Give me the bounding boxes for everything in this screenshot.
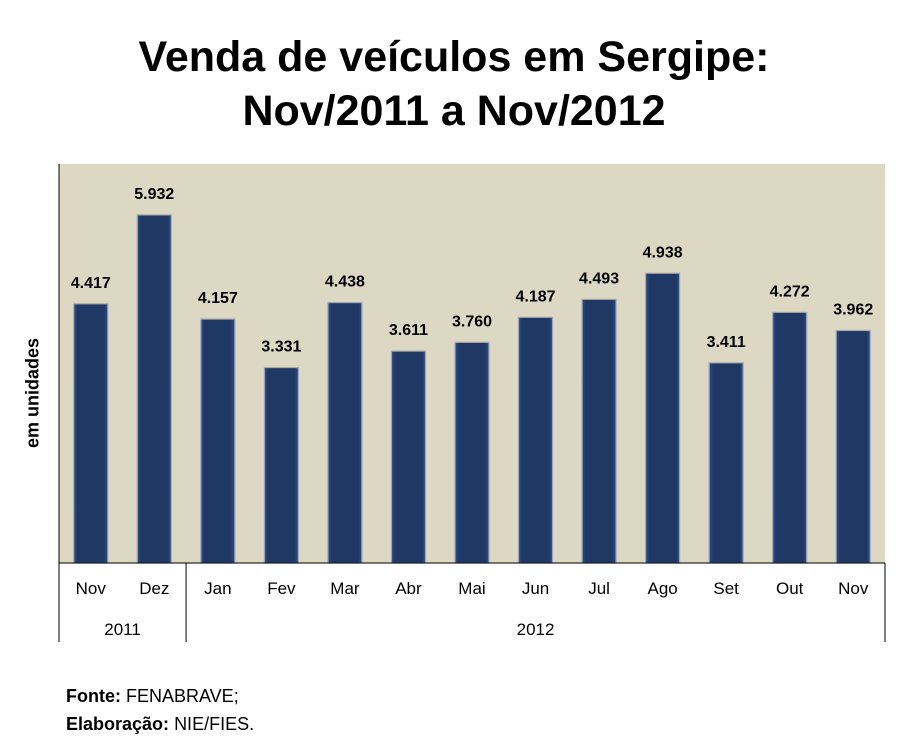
category-label-3: Jan — [204, 579, 231, 598]
group-label-2011: 2011 — [104, 620, 141, 639]
category-label-5: Mar — [330, 579, 360, 598]
value-label-1: 4.417 — [71, 275, 111, 292]
bar-6 — [390, 350, 427, 564]
prepared-value: NIE/FIES. — [174, 714, 255, 734]
bars-group — [73, 214, 871, 564]
category-label-11: Set — [713, 579, 739, 598]
value-label-4: 3.331 — [261, 339, 301, 356]
value-label-12: 4.272 — [770, 283, 810, 300]
source-line: Fonte: FENABRAVE; — [66, 682, 254, 710]
category-label-12: Out — [776, 579, 804, 598]
category-axis: Nov Dez Jan Fev Mar Abr Mai Jun Jul Ago Set Out Nov 2… — [58, 164, 886, 642]
source-label: Fonte: — [66, 686, 121, 706]
footer: Fonte: FENABRAVE; Elaboração: NIE/FIES. — [66, 682, 254, 738]
group-label-2012: 2012 — [517, 620, 555, 639]
value-label-2: 5.932 — [134, 186, 174, 203]
value-label-5: 4.438 — [325, 274, 365, 291]
prepared-label: Elaboração: — [66, 714, 170, 734]
bar-11 — [708, 362, 744, 564]
value-label-10: 4.938 — [643, 244, 683, 261]
bar-3 — [200, 318, 236, 564]
chart-title-line1: Venda de veículos em Sergipe: — [138, 33, 770, 81]
category-label-8: Jun — [522, 579, 549, 598]
value-label-8: 4.187 — [516, 288, 556, 305]
source-value: FENABRAVE; — [126, 686, 239, 706]
bar-7 — [454, 341, 490, 564]
value-label-3: 4.157 — [198, 290, 238, 307]
value-label-9: 4.493 — [579, 270, 619, 287]
bar-13 — [835, 329, 871, 564]
category-label-7: Mai — [458, 579, 485, 598]
category-label-1: Nov — [76, 579, 107, 598]
value-label-13: 3.962 — [833, 302, 873, 319]
category-label-2: Dez — [139, 579, 169, 598]
category-label-13: Nov — [838, 579, 869, 598]
category-label-9: Jul — [588, 579, 610, 598]
value-label-7: 3.760 — [452, 313, 492, 330]
bar-9 — [581, 298, 617, 564]
value-label-11: 3.411 — [707, 334, 746, 351]
bar-8 — [517, 316, 554, 564]
bar-12 — [772, 311, 808, 564]
bar-4 — [263, 366, 299, 564]
category-label-10: Ago — [647, 579, 677, 598]
bar-2 — [136, 214, 172, 564]
bar-10 — [645, 272, 681, 564]
bar-5 — [327, 301, 363, 564]
category-label-6: Abr — [395, 579, 422, 598]
value-label-6: 3.611 — [389, 322, 428, 339]
prepared-line: Elaboração: NIE/FIES. — [66, 710, 254, 738]
chart-title: Venda de veículos em Sergipe: Nov/2011 a… — [0, 30, 908, 138]
category-label-4: Fev — [267, 579, 296, 598]
value-labels-group: 4.417 5.932 4.157 3.331 4.438 3.611 3.760 4.187… — [71, 186, 874, 356]
chart-subtitle: Nov/2011 a Nov/2012 — [242, 87, 666, 135]
bar-1 — [73, 303, 109, 564]
